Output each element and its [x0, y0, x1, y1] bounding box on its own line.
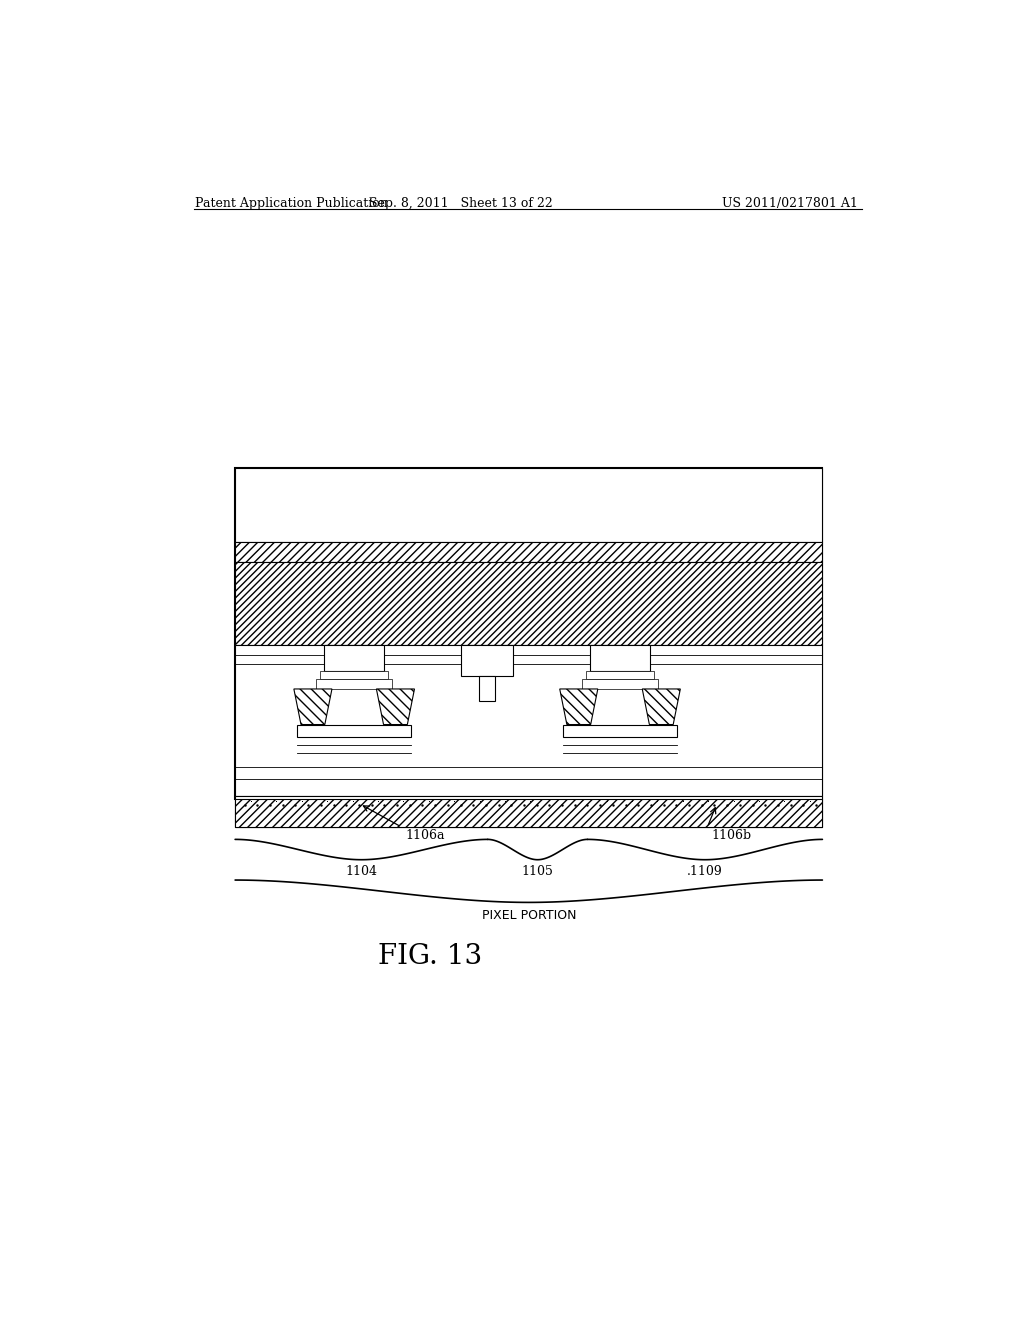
Text: .1109: .1109 [687, 865, 723, 878]
Bar [236, 799, 822, 828]
Bar [587, 671, 653, 678]
Bar [590, 645, 650, 671]
Text: 1106b: 1106b [712, 829, 752, 842]
Bar [236, 469, 822, 799]
Polygon shape [560, 689, 598, 725]
Bar [321, 671, 388, 678]
Bar [236, 645, 822, 796]
Bar [563, 725, 677, 737]
Text: 1104: 1104 [345, 865, 378, 878]
Bar [297, 725, 412, 737]
Text: 1105: 1105 [521, 865, 554, 878]
Text: Patent Application Publication: Patent Application Publication [196, 197, 388, 210]
Bar [325, 645, 384, 671]
Bar [462, 645, 513, 676]
Text: PIXEL PORTION: PIXEL PORTION [481, 908, 577, 921]
Text: 1106a: 1106a [406, 829, 445, 842]
Bar [316, 678, 392, 689]
Bar [583, 678, 657, 689]
Bar [236, 814, 822, 828]
Polygon shape [377, 689, 415, 725]
Bar [236, 562, 822, 645]
Text: Sep. 8, 2011   Sheet 13 of 22: Sep. 8, 2011 Sheet 13 of 22 [370, 197, 553, 210]
Bar [479, 676, 495, 701]
Bar [236, 469, 822, 541]
Polygon shape [642, 689, 680, 725]
Text: FIG. 13: FIG. 13 [378, 942, 481, 970]
Text: US 2011/0217801 A1: US 2011/0217801 A1 [722, 197, 858, 210]
Bar [236, 796, 822, 814]
Bar [236, 541, 822, 562]
Polygon shape [294, 689, 332, 725]
